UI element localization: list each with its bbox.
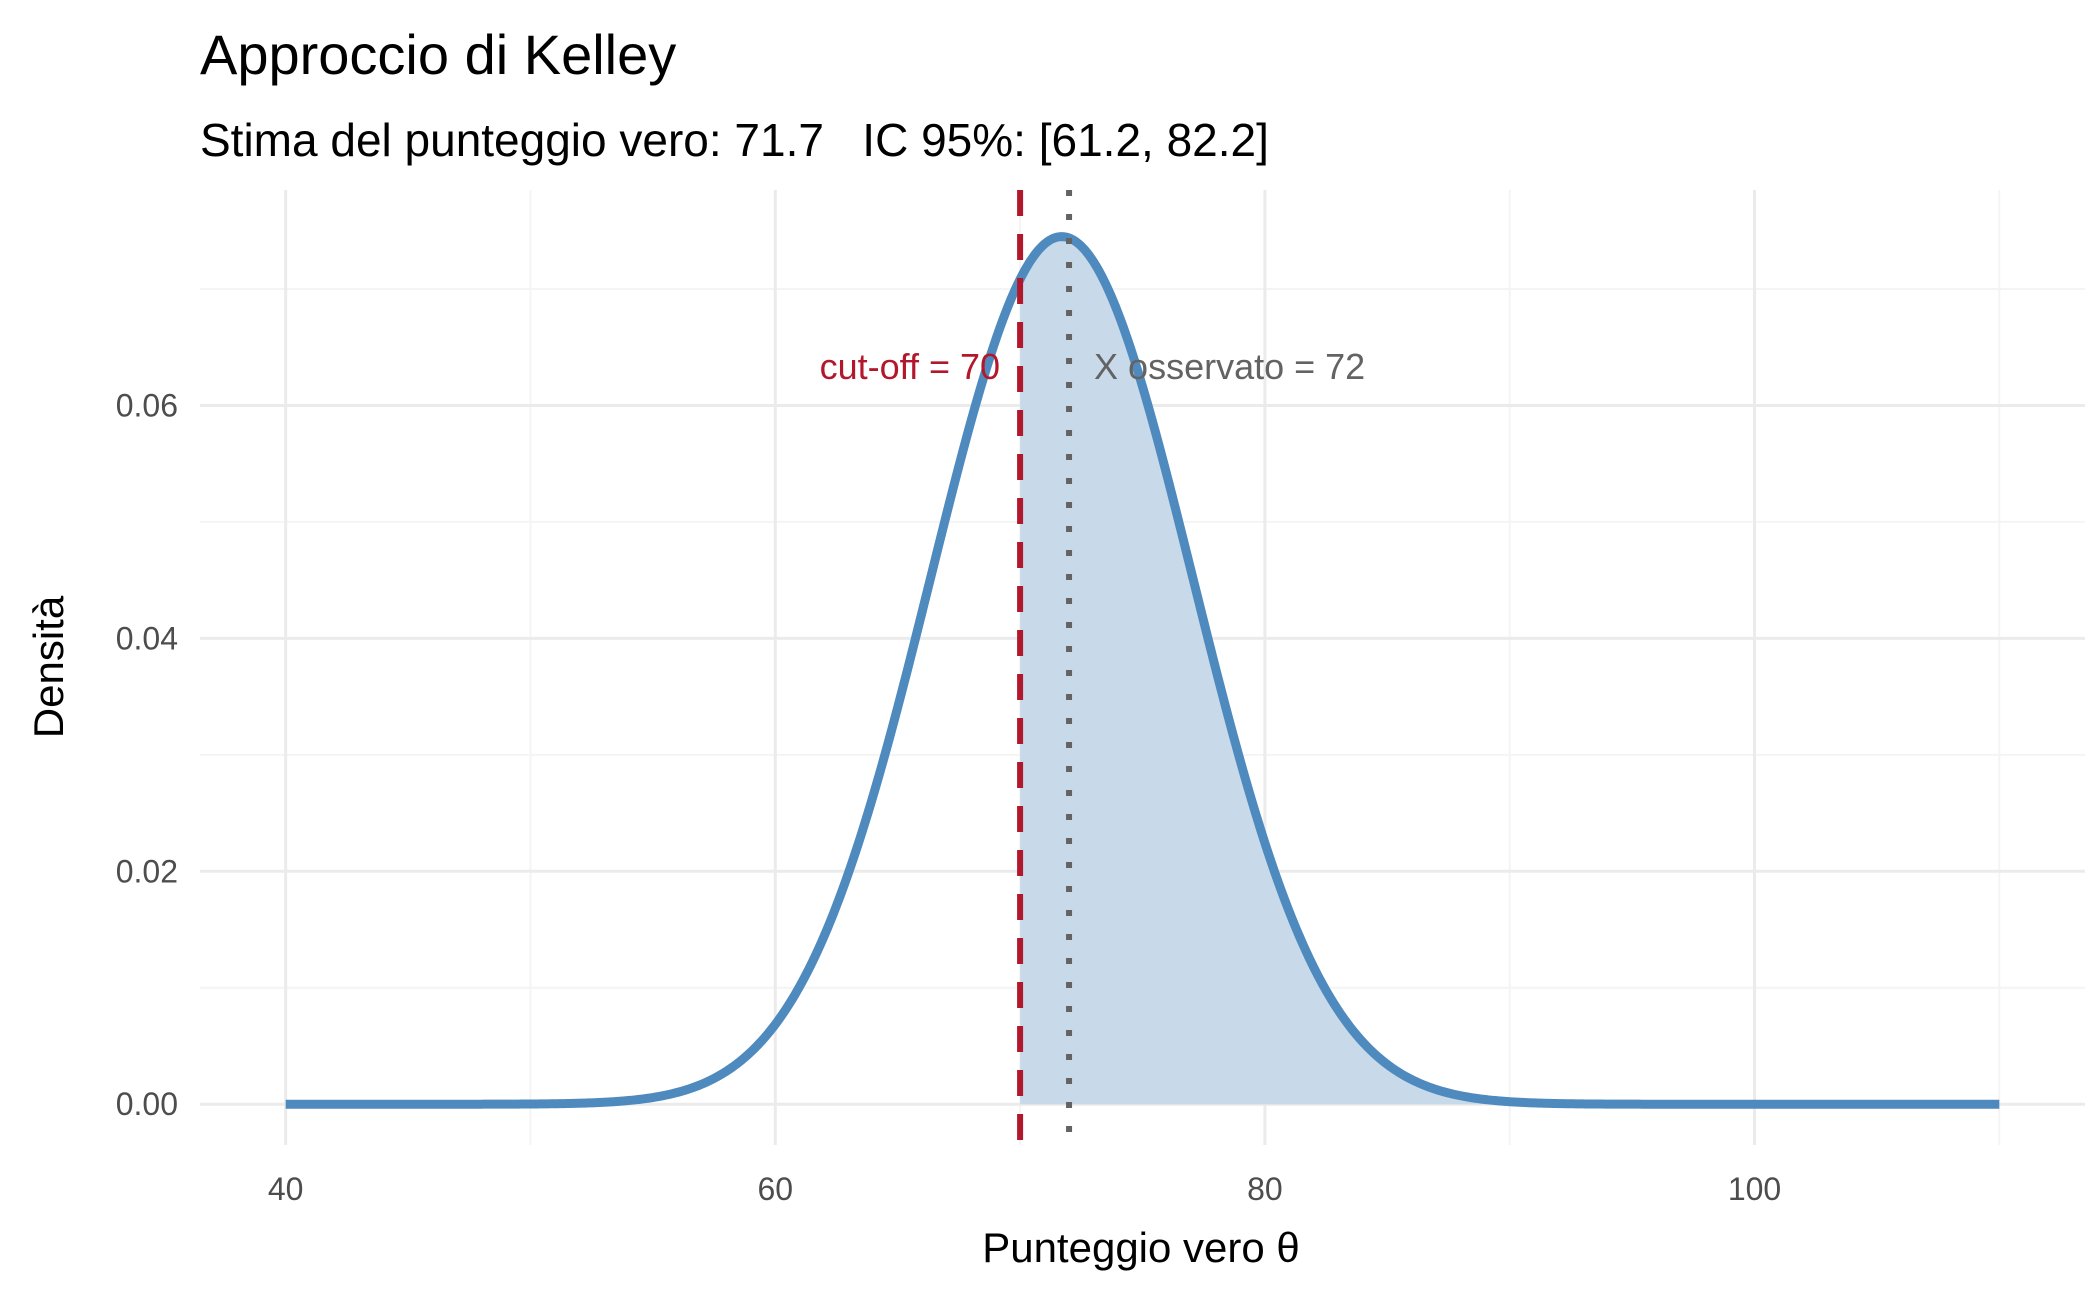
x-tick-label: 60 xyxy=(757,1171,793,1207)
density-curve xyxy=(283,232,2002,1109)
density-curve-layer xyxy=(283,232,2002,1109)
y-tick-label: 0.02 xyxy=(116,853,178,889)
reference-lines-layer xyxy=(1017,190,1073,1145)
x-axis-ticks: 40 60 80 100 xyxy=(268,1171,1781,1207)
x-axis-title: Punteggio vero θ xyxy=(982,1224,1300,1271)
chart-title: Approccio di Kelley xyxy=(200,23,676,86)
shaded-probability-area xyxy=(1020,236,2000,1105)
x-tick-label: 40 xyxy=(268,1171,304,1207)
y-axis-ticks: 0.00 0.02 0.04 0.06 xyxy=(116,387,178,1122)
y-axis-title: Densità xyxy=(25,595,72,738)
x-tick-label: 80 xyxy=(1247,1171,1283,1207)
y-tick-label: 0.00 xyxy=(116,1086,178,1122)
shaded-area-layer xyxy=(1020,236,2000,1105)
y-tick-label: 0.04 xyxy=(116,620,178,656)
cutoff-label: cut-off = 70 xyxy=(820,346,1000,387)
observed-score-label: X osservato = 72 xyxy=(1094,346,1365,387)
x-tick-label: 100 xyxy=(1728,1171,1781,1207)
chart-subtitle: Stima del punteggio vero: 71.7 IC 95%: [… xyxy=(200,114,1269,166)
annotations-layer: cut-off = 70 X osservato = 72 xyxy=(820,346,1366,387)
y-tick-label: 0.06 xyxy=(116,387,178,423)
